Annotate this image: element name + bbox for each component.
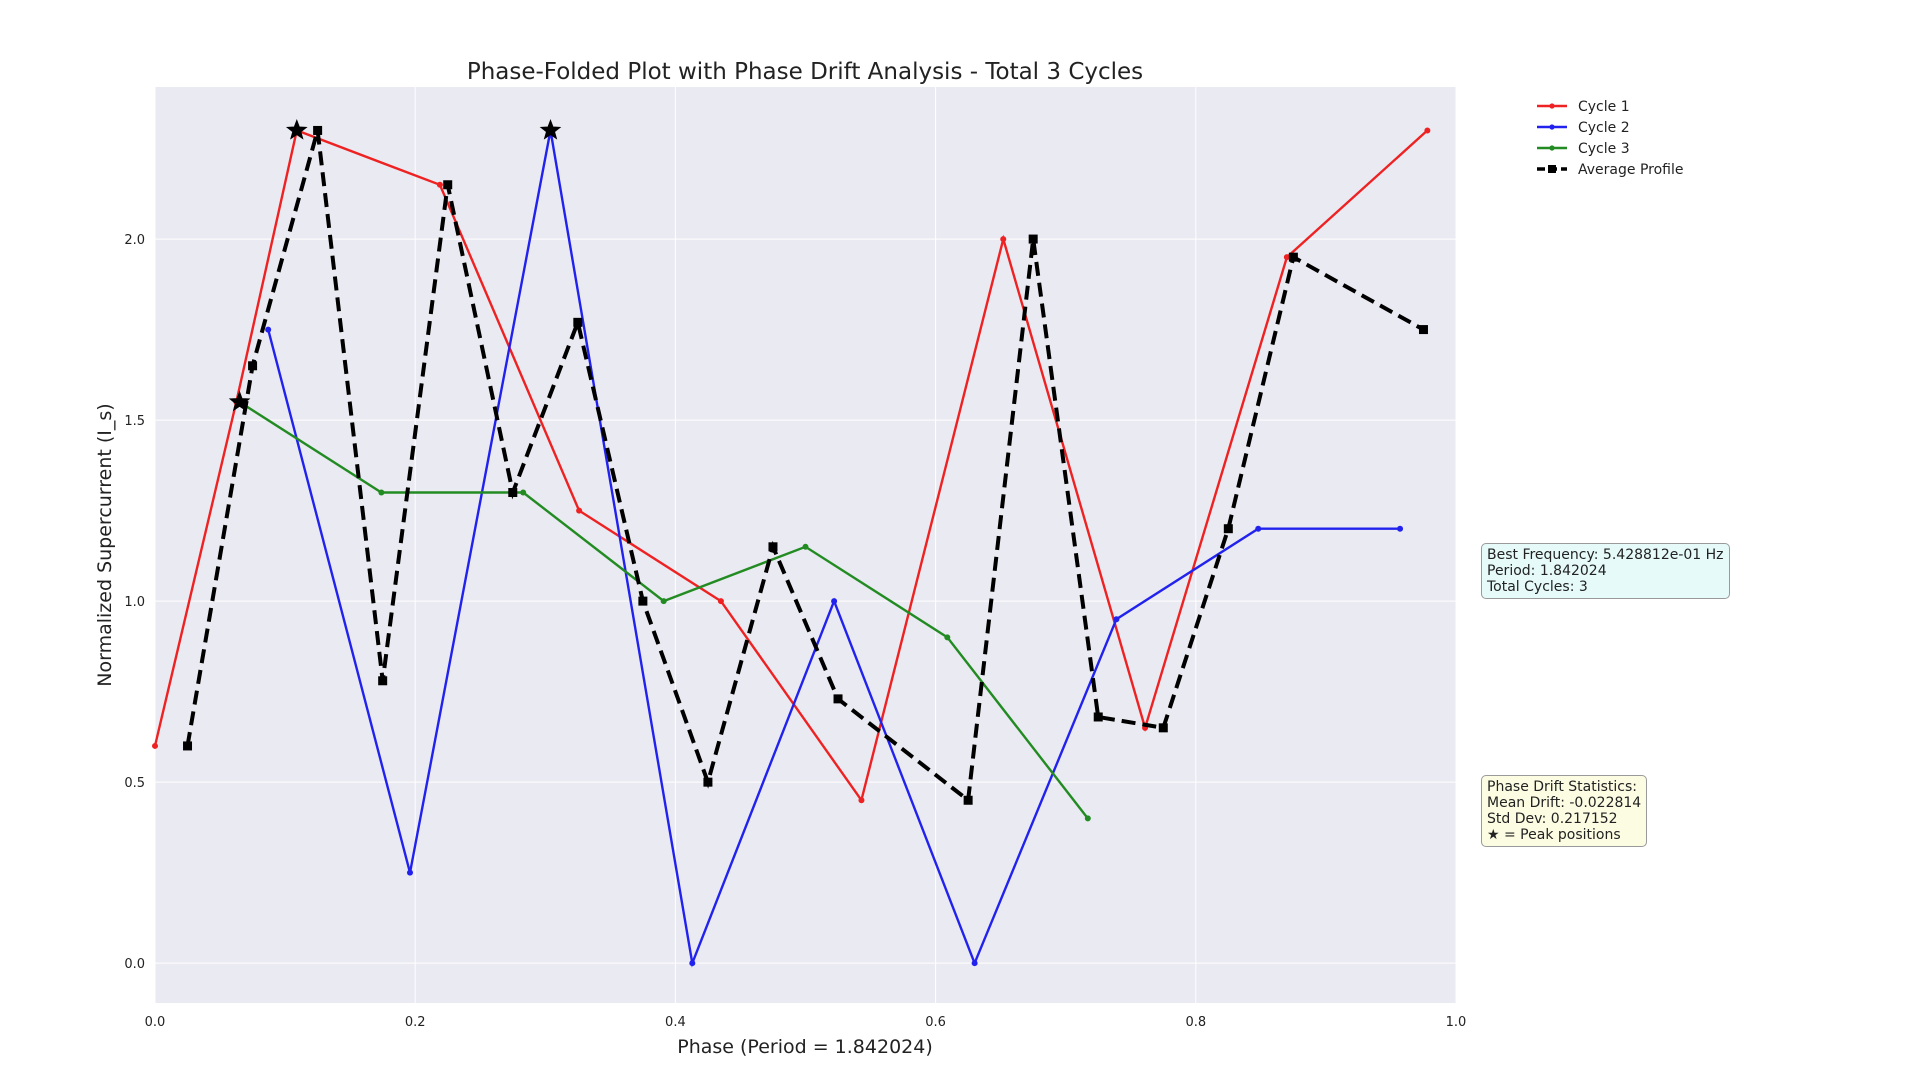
- y-tick-label: 1.5: [124, 414, 145, 429]
- phase-drift-box: Phase Drift Statistics: Mean Drift: -0.02…: [1481, 775, 1648, 847]
- cycle-1-point: [152, 742, 158, 749]
- mean-drift-line: Mean Drift: -0.022814: [1487, 795, 1642, 811]
- cycle-1-point: [436, 181, 443, 188]
- cycle-3-point: [1084, 815, 1091, 822]
- legend-marker: [1549, 145, 1555, 151]
- y-axis-label: Normalized Supercurrent (I_s): [94, 403, 116, 686]
- peak-star-marker: [228, 390, 251, 412]
- x-tick-label: 1.0: [1446, 1015, 1467, 1030]
- y-tick-label: 0.0: [124, 957, 145, 972]
- average-profile-point: [768, 542, 778, 552]
- cycle-3-point: [944, 634, 951, 641]
- legend-label: Cycle 2: [1578, 120, 1630, 136]
- series-average-profile: [183, 125, 1428, 805]
- peak-markers: [228, 118, 562, 412]
- cycle-2-point: [406, 869, 413, 876]
- x-tick-label: 0.2: [405, 1015, 426, 1030]
- x-tick-label: 0.4: [665, 1015, 686, 1030]
- peak-note-line: ★ = Peak positions: [1487, 827, 1621, 843]
- cycle-1-point: [858, 797, 865, 804]
- average-profile-point: [833, 694, 843, 704]
- peak-star-marker: [539, 118, 562, 140]
- average-profile-point: [638, 596, 648, 606]
- average-profile-point: [1093, 712, 1103, 722]
- average-profile-point: [183, 741, 193, 751]
- total-cycles-line: Total Cycles: 3: [1487, 579, 1588, 595]
- average-profile-point: [963, 795, 973, 805]
- legend-marker: [1549, 124, 1555, 130]
- average-profile-point: [248, 361, 258, 371]
- average-profile-point: [1223, 524, 1233, 534]
- cycle-2-point: [1113, 616, 1120, 623]
- cycle-1-point: [717, 598, 724, 605]
- cycle-2-point: [265, 326, 272, 333]
- cycle-1-point: [576, 507, 583, 514]
- cycle-1-point: [1000, 236, 1007, 243]
- series-layer: [152, 125, 1431, 968]
- average-profile-point: [703, 777, 713, 787]
- average-profile-point: [573, 317, 583, 327]
- average-profile-point: [1288, 252, 1298, 262]
- frequency-line: Best Frequency: 5.428812e-01 Hz: [1487, 547, 1724, 563]
- y-tick-label: 1.0: [124, 595, 145, 610]
- legend-item-cycle-3: Cycle 3: [1537, 141, 1630, 157]
- legend-item-cycle-2: Cycle 2: [1537, 120, 1630, 136]
- cycle-3-point: [520, 489, 527, 496]
- legend-item-average-profile: Average Profile: [1537, 162, 1683, 178]
- drift-title-line: Phase Drift Statistics:: [1487, 779, 1638, 795]
- legend-marker: [1548, 165, 1556, 173]
- legend-label: Cycle 3: [1578, 141, 1630, 157]
- legend-label: Average Profile: [1578, 162, 1683, 178]
- cycle-2-point: [831, 598, 838, 605]
- x-axis-label: Phase (Period = 1.842024): [677, 1036, 933, 1058]
- average-profile-point: [313, 125, 323, 135]
- legend: Cycle 1 Cycle 2 Cycle 3 Average Profile: [1537, 99, 1683, 178]
- x-tick-label: 0.6: [925, 1015, 946, 1030]
- average-profile-line: [185, 129, 1425, 804]
- cycle-2-point: [689, 960, 696, 967]
- period-line: Period: 1.842024: [1487, 563, 1607, 579]
- cycle-3-point: [378, 489, 385, 496]
- average-profile-point: [1028, 234, 1038, 244]
- peak-star-marker: [285, 118, 308, 140]
- cycle-3-point: [660, 598, 667, 605]
- x-axis-ticks: 0.0 0.2 0.4 0.6 0.8 1.0: [145, 1015, 1467, 1030]
- std-dev-line: Std Dev: 0.217152: [1487, 811, 1618, 827]
- cycle-2-point: [971, 960, 978, 967]
- cycle-2-point: [1397, 525, 1404, 532]
- y-tick-label: 2.0: [124, 233, 145, 248]
- cycle-1-point: [1424, 127, 1431, 134]
- y-axis-ticks: 0.0 0.5 1.0 1.5 2.0: [124, 233, 145, 972]
- x-tick-label: 0.8: [1185, 1015, 1206, 1030]
- chart-title: Phase-Folded Plot with Phase Drift Analy…: [467, 59, 1143, 85]
- average-profile-point: [378, 676, 388, 686]
- legend-marker: [1549, 103, 1555, 109]
- legend-item-cycle-1: Cycle 1: [1537, 99, 1630, 115]
- legend-label: Cycle 1: [1578, 99, 1630, 115]
- x-tick-label: 0.0: [145, 1015, 166, 1030]
- cycle-1-point: [1283, 254, 1290, 261]
- frequency-info-box: Best Frequency: 5.428812e-01 Hz Period: 1…: [1481, 543, 1730, 599]
- average-profile-point: [1418, 325, 1428, 335]
- average-profile-point: [1158, 723, 1168, 733]
- average-profile-point: [443, 180, 453, 190]
- cycle-3-point: [802, 543, 809, 550]
- average-profile-point: [508, 488, 518, 498]
- y-tick-label: 0.5: [124, 776, 145, 791]
- cycle-2-point: [1255, 525, 1262, 532]
